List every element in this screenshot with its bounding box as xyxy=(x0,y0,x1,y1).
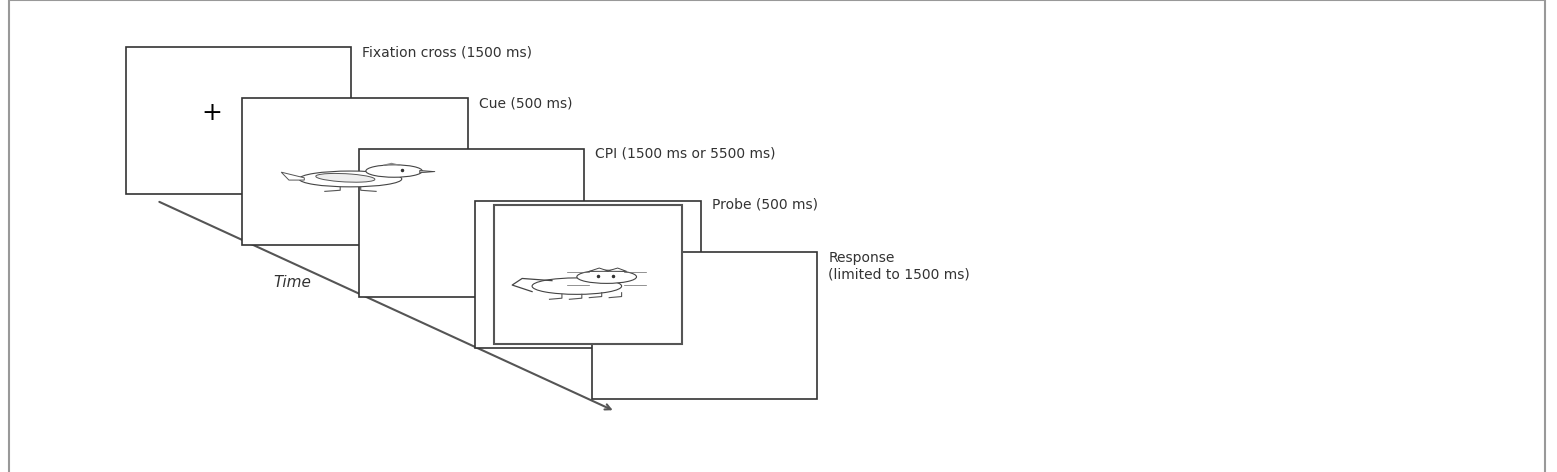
Ellipse shape xyxy=(316,173,375,182)
Text: Time: Time xyxy=(274,276,311,290)
Circle shape xyxy=(366,165,422,177)
Text: Probe (500 ms): Probe (500 ms) xyxy=(712,198,817,212)
FancyBboxPatch shape xyxy=(592,252,817,399)
Polygon shape xyxy=(589,268,609,271)
Text: Response
(limited to 1500 ms): Response (limited to 1500 ms) xyxy=(828,252,970,282)
Circle shape xyxy=(576,270,637,283)
FancyBboxPatch shape xyxy=(494,205,682,344)
FancyBboxPatch shape xyxy=(126,47,350,194)
Polygon shape xyxy=(420,170,434,173)
Polygon shape xyxy=(607,268,626,271)
Text: CPI (1500 ms or 5500 ms): CPI (1500 ms or 5500 ms) xyxy=(595,147,775,160)
FancyBboxPatch shape xyxy=(243,98,467,245)
FancyBboxPatch shape xyxy=(475,201,701,348)
Text: Fixation cross (1500 ms): Fixation cross (1500 ms) xyxy=(361,46,532,60)
Ellipse shape xyxy=(299,171,402,187)
FancyBboxPatch shape xyxy=(358,149,584,296)
Text: Cue (500 ms): Cue (500 ms) xyxy=(478,96,571,110)
Text: +: + xyxy=(201,101,221,125)
Polygon shape xyxy=(282,172,304,180)
Ellipse shape xyxy=(532,278,621,295)
